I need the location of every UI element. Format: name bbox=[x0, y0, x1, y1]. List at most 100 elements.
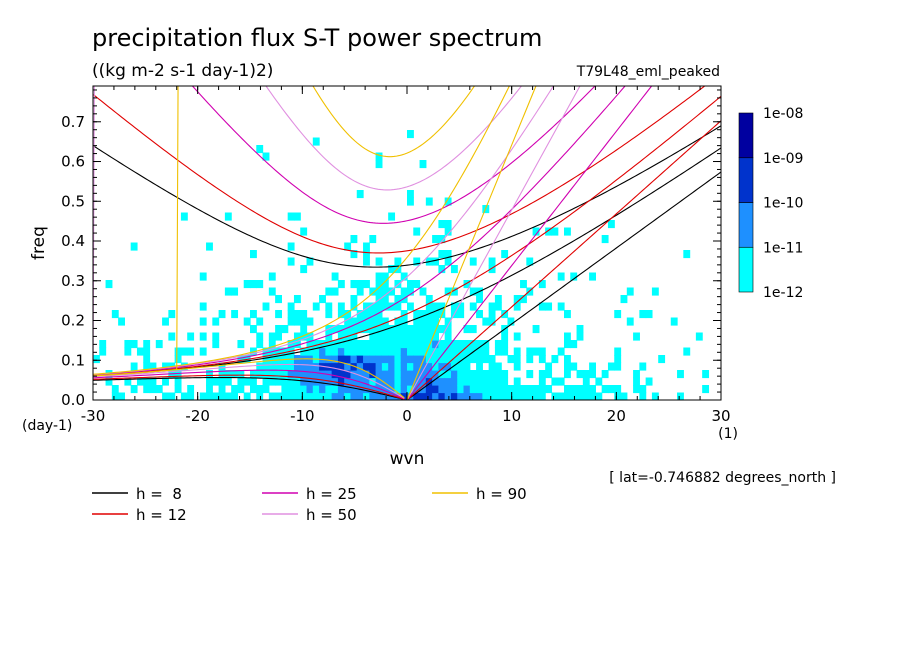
heatmap-cell bbox=[180, 212, 188, 221]
heatmap-cell bbox=[639, 362, 647, 371]
heatmap-cell bbox=[293, 310, 301, 319]
heatmap-cell bbox=[494, 302, 502, 311]
heatmap-cell bbox=[532, 385, 540, 394]
heatmap-cell bbox=[438, 392, 446, 400]
heatmap-cell bbox=[601, 235, 609, 244]
legend-entry: h = 50 bbox=[306, 506, 357, 524]
heatmap-cell bbox=[356, 355, 364, 364]
heatmap-cell bbox=[526, 392, 534, 400]
heatmap-cell bbox=[601, 370, 609, 379]
heatmap-cell bbox=[419, 287, 427, 296]
heatmap-cell bbox=[494, 377, 502, 386]
heatmap-cell bbox=[432, 317, 439, 326]
heatmap-cell bbox=[369, 340, 377, 349]
heatmap-cell bbox=[425, 370, 433, 379]
heatmap-cell bbox=[124, 340, 132, 349]
heatmap-cell bbox=[545, 227, 553, 236]
heatmap-cell bbox=[413, 370, 421, 379]
heatmap-cell bbox=[262, 355, 270, 364]
heatmap-cell bbox=[375, 355, 383, 364]
heatmap-cell bbox=[231, 392, 239, 400]
heatmap-cell bbox=[538, 280, 546, 289]
heatmap-cell bbox=[633, 385, 640, 394]
heatmap-cell bbox=[250, 385, 257, 394]
heatmap-cell bbox=[262, 385, 270, 394]
heatmap-cell bbox=[626, 317, 634, 326]
heatmap-cell bbox=[551, 377, 559, 386]
heatmap-cell bbox=[476, 310, 483, 319]
heatmap-cell bbox=[224, 392, 232, 400]
chart-subtitle: ((kg m-2 s-1 day-1)2) bbox=[92, 61, 273, 81]
heatmap-cell bbox=[187, 347, 195, 356]
heatmap-cell bbox=[212, 332, 220, 341]
heatmap-cell bbox=[407, 332, 414, 341]
heatmap-cell bbox=[564, 340, 571, 349]
heatmap-cell bbox=[564, 385, 571, 394]
heatmap-cell bbox=[551, 227, 559, 236]
heatmap-cell bbox=[344, 347, 352, 356]
x-tick-label: 20 bbox=[607, 407, 626, 425]
heatmap-cell bbox=[325, 340, 333, 349]
heatmap-cell bbox=[256, 362, 264, 371]
heatmap-cell bbox=[444, 377, 452, 386]
x-axis-unit: (1) bbox=[718, 426, 738, 442]
heatmap-cell bbox=[344, 370, 352, 379]
heatmap-cell bbox=[319, 385, 326, 394]
heatmap-cell bbox=[419, 340, 427, 349]
heatmap-cell bbox=[394, 362, 402, 371]
heatmap-cell bbox=[99, 347, 107, 356]
heatmap-cell bbox=[444, 370, 452, 379]
heatmap-cell bbox=[419, 347, 427, 356]
heatmap-cell bbox=[413, 310, 421, 319]
heatmap-cell bbox=[614, 347, 622, 356]
heatmap-cell bbox=[180, 392, 188, 400]
heatmap-cell bbox=[394, 265, 402, 274]
heatmap-cell bbox=[425, 332, 433, 341]
heatmap-cell bbox=[444, 392, 452, 400]
heatmap-cell bbox=[413, 340, 421, 349]
axis-ticks: -30 -20 -10 0 10 20 30 0.0 0.1 0.2 0.3 0.4 0.5 0.6 0.7 bbox=[61, 86, 731, 425]
heatmap-cell bbox=[187, 332, 195, 341]
heatmap-cell bbox=[407, 287, 414, 296]
heatmap-cell bbox=[425, 362, 433, 371]
heatmap-cell bbox=[538, 385, 546, 394]
heatmap-cell bbox=[444, 362, 452, 371]
heatmap-cell bbox=[570, 362, 578, 371]
heatmap-cell bbox=[670, 317, 678, 326]
heatmap-cell bbox=[356, 347, 364, 356]
heatmap-cell bbox=[388, 325, 396, 334]
heatmap-cell bbox=[206, 392, 213, 400]
heatmap-cell bbox=[250, 250, 257, 259]
heatmap-cell bbox=[607, 220, 615, 229]
heatmap-cell bbox=[476, 340, 483, 349]
heatmap-cell bbox=[476, 392, 483, 400]
heatmap-cell bbox=[419, 392, 427, 400]
heatmap-cell bbox=[331, 347, 339, 356]
heatmap-cell bbox=[281, 362, 289, 371]
heatmap-cell bbox=[463, 392, 471, 400]
heatmap-cell bbox=[488, 362, 496, 371]
x-tick-label: 30 bbox=[711, 407, 730, 425]
heatmap-cell bbox=[312, 137, 320, 146]
heatmap-cell bbox=[639, 392, 647, 400]
heatmap-cell bbox=[369, 235, 377, 244]
heatmap-cell bbox=[369, 347, 377, 356]
dispersion-curve-h25 bbox=[406, 86, 653, 400]
heatmap-cell bbox=[438, 385, 446, 394]
heatmap-cell bbox=[287, 317, 295, 326]
dispersion-curve-h90 bbox=[93, 86, 510, 375]
heatmap-cell bbox=[275, 370, 282, 379]
heatmap-cell bbox=[262, 362, 270, 371]
heatmap-cell bbox=[432, 355, 439, 364]
heatmap-cell bbox=[400, 377, 408, 386]
heatmap-cell bbox=[256, 392, 264, 400]
dispersion-curve-h8 bbox=[93, 125, 721, 268]
heatmap-cell bbox=[381, 370, 389, 379]
heatmap-cell bbox=[350, 295, 358, 304]
heatmap-cell bbox=[444, 325, 452, 334]
heatmap-cell bbox=[375, 152, 383, 161]
legend-entry: h = 12 bbox=[136, 506, 187, 524]
heatmap-cell bbox=[118, 317, 125, 326]
heatmap-cell bbox=[469, 287, 477, 296]
heatmap-cell bbox=[400, 317, 408, 326]
